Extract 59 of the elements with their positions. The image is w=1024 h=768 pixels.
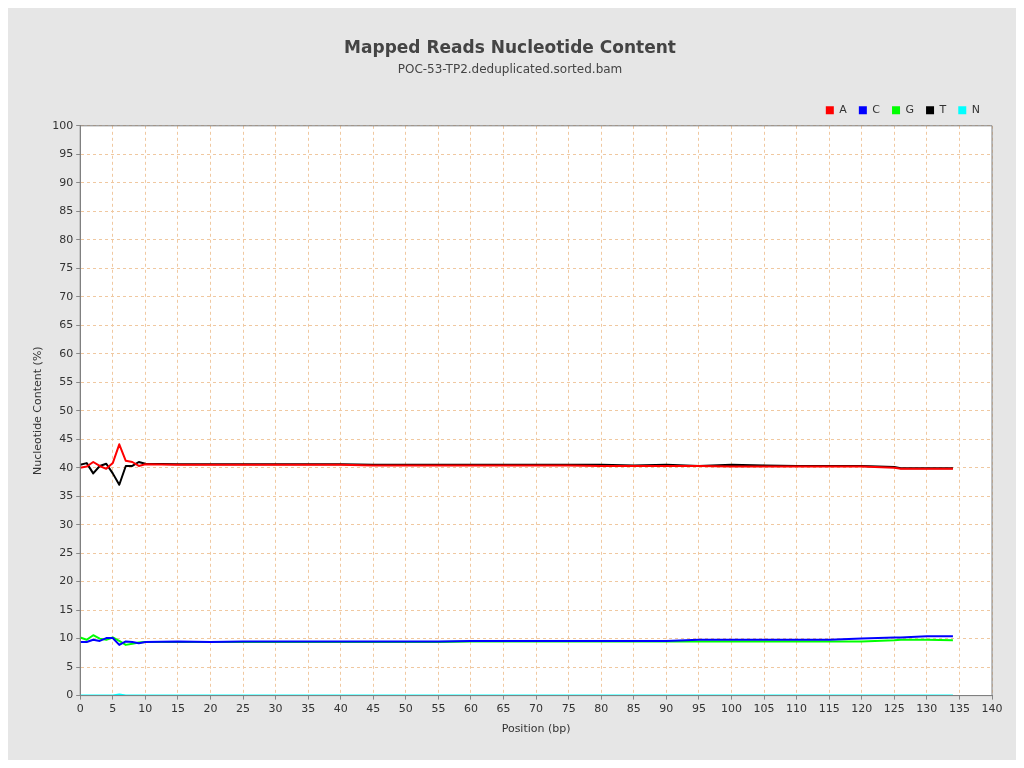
y-tick-label: 25 <box>59 546 74 560</box>
x-tick-label: 55 <box>431 702 446 716</box>
y-tick-label: 85 <box>59 204 74 218</box>
x-tick-label: 20 <box>203 702 218 716</box>
x-tick-label: 5 <box>109 702 117 716</box>
y-tick-label: 40 <box>59 460 74 474</box>
legend-label: N <box>971 103 981 117</box>
x-tick-label: 75 <box>561 702 576 716</box>
y-tick-label: 65 <box>59 318 74 332</box>
x-tick-label: 120 <box>851 702 873 716</box>
x-tick-label: 130 <box>916 702 938 716</box>
x-tick-label: 105 <box>753 702 775 716</box>
x-tick-label: 45 <box>366 702 381 716</box>
x-tick-label: 0 <box>76 702 84 716</box>
x-tick-label: 85 <box>626 702 641 716</box>
chart-subtitle: POC-53-TP2.deduplicated.sorted.bam <box>397 61 623 76</box>
x-tick-label: 125 <box>883 702 905 716</box>
y-tick-label: 15 <box>59 602 74 616</box>
legend-label: G <box>905 103 915 117</box>
y-tick-label: 75 <box>59 261 74 275</box>
legend-label: T <box>938 103 947 117</box>
y-tick-label: 20 <box>59 574 74 588</box>
x-tick-label: 110 <box>786 702 808 716</box>
x-tick-label: 65 <box>496 702 511 716</box>
chart-title: Mapped Reads Nucleotide Content <box>344 36 676 57</box>
legend-label: C <box>872 103 881 117</box>
x-tick-label: 135 <box>948 702 970 716</box>
y-tick-label: 90 <box>59 175 74 189</box>
x-tick-label: 100 <box>720 702 742 716</box>
x-tick-label: 25 <box>236 702 251 716</box>
x-tick-label: 40 <box>333 702 348 716</box>
x-tick-label: 35 <box>301 702 316 716</box>
y-tick-label: 95 <box>59 147 74 161</box>
y-tick-label: 0 <box>66 688 74 702</box>
x-tick-label: 90 <box>659 702 674 716</box>
y-tick-label: 10 <box>59 631 74 645</box>
y-tick-label: 45 <box>59 432 74 446</box>
y-tick-label: 60 <box>59 346 74 360</box>
y-tick-label: 100 <box>52 118 74 132</box>
x-tick-label: 95 <box>691 702 706 716</box>
y-tick-label: 55 <box>59 375 74 389</box>
x-tick-label: 15 <box>170 702 185 716</box>
x-tick-label: 140 <box>981 702 1003 716</box>
y-tick-label: 30 <box>59 517 74 531</box>
x-tick-label: 60 <box>463 702 478 716</box>
y-tick-label: 70 <box>59 289 74 303</box>
x-tick-label: 80 <box>594 702 609 716</box>
x-tick-label: 70 <box>529 702 544 716</box>
x-tick-label: 115 <box>818 702 840 716</box>
y-axis-title: Nucleotide Content (%) <box>31 346 45 476</box>
x-tick-label: 10 <box>138 702 153 716</box>
legend-label: A <box>839 103 848 117</box>
x-axis-title: Position (bp) <box>501 722 571 736</box>
x-tick-label: 30 <box>268 702 283 716</box>
x-tick-label: 50 <box>398 702 413 716</box>
y-tick-label: 50 <box>59 403 74 417</box>
y-tick-label: 5 <box>66 659 74 673</box>
y-tick-label: 80 <box>59 232 74 246</box>
y-tick-label: 35 <box>59 489 74 503</box>
